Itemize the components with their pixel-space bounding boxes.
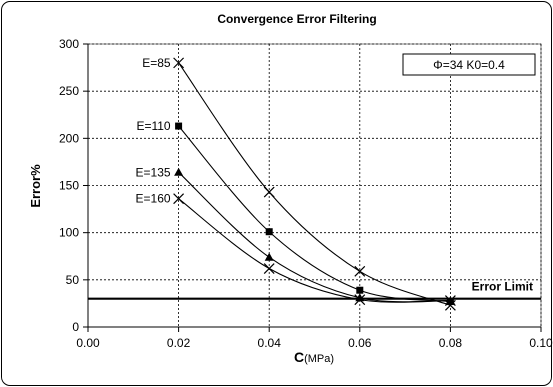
x-axis-label: C(MPa)	[294, 349, 334, 365]
x-tick-label: 0.08	[439, 336, 463, 350]
series-line	[178, 62, 451, 306]
legend-text: Φ=34 K0=0.4	[433, 58, 505, 72]
legend-box: Φ=34 K0=0.4	[402, 53, 536, 76]
error-limit-label: Error Limit	[472, 280, 533, 294]
series-labels: E=85 E=110 E=135 E=160	[136, 56, 171, 206]
x-tick-label: 0.00	[76, 336, 100, 350]
x-axis-label-main: C	[294, 349, 304, 365]
series-markers	[173, 57, 456, 311]
y-tick-label: 200	[59, 131, 79, 145]
data-point	[174, 167, 184, 176]
data-point	[173, 193, 185, 205]
series-lines	[178, 62, 451, 306]
x-tick-label: 0.10	[529, 336, 553, 350]
data-point	[263, 186, 275, 198]
data-point	[263, 263, 275, 274]
error-limit-group: Error Limit	[88, 280, 541, 300]
series-label: E=160	[136, 192, 171, 206]
y-tick-label: 250	[59, 84, 79, 98]
gridlines	[88, 43, 542, 327]
data-point	[355, 293, 365, 302]
x-tick-label: 0.04	[258, 336, 282, 350]
x-tick-label: 0.06	[348, 336, 372, 350]
series-label: E=85	[142, 56, 171, 70]
series-line	[178, 125, 451, 303]
y-tick-label: 100	[59, 226, 79, 240]
data-point	[175, 122, 183, 130]
tick-labels: 0 50 100 150 200 250 300 0.00 0.02 0.04 0.06 0.08 0.…	[59, 37, 553, 350]
series-line	[178, 198, 451, 303]
y-tick-label: 0	[72, 320, 79, 334]
series-label: E=135	[136, 165, 171, 179]
data-point	[354, 265, 366, 277]
y-axis-label: Error%	[28, 164, 43, 208]
x-axis-label-unit: (MPa)	[304, 353, 334, 365]
y-tick-label: 150	[59, 179, 79, 193]
x-tick-label: 0.02	[167, 336, 191, 350]
legend-frame	[402, 53, 536, 76]
y-tick-label: 50	[66, 273, 80, 287]
data-point	[356, 286, 364, 294]
data-point	[354, 294, 366, 306]
data-point	[444, 295, 456, 307]
data-point	[265, 228, 273, 236]
y-tick-label: 300	[59, 37, 79, 51]
data-point	[264, 252, 274, 261]
chart-title: Convergence Error Filtering	[217, 12, 376, 26]
series-label: E=110	[136, 119, 170, 133]
data-point	[173, 57, 185, 69]
